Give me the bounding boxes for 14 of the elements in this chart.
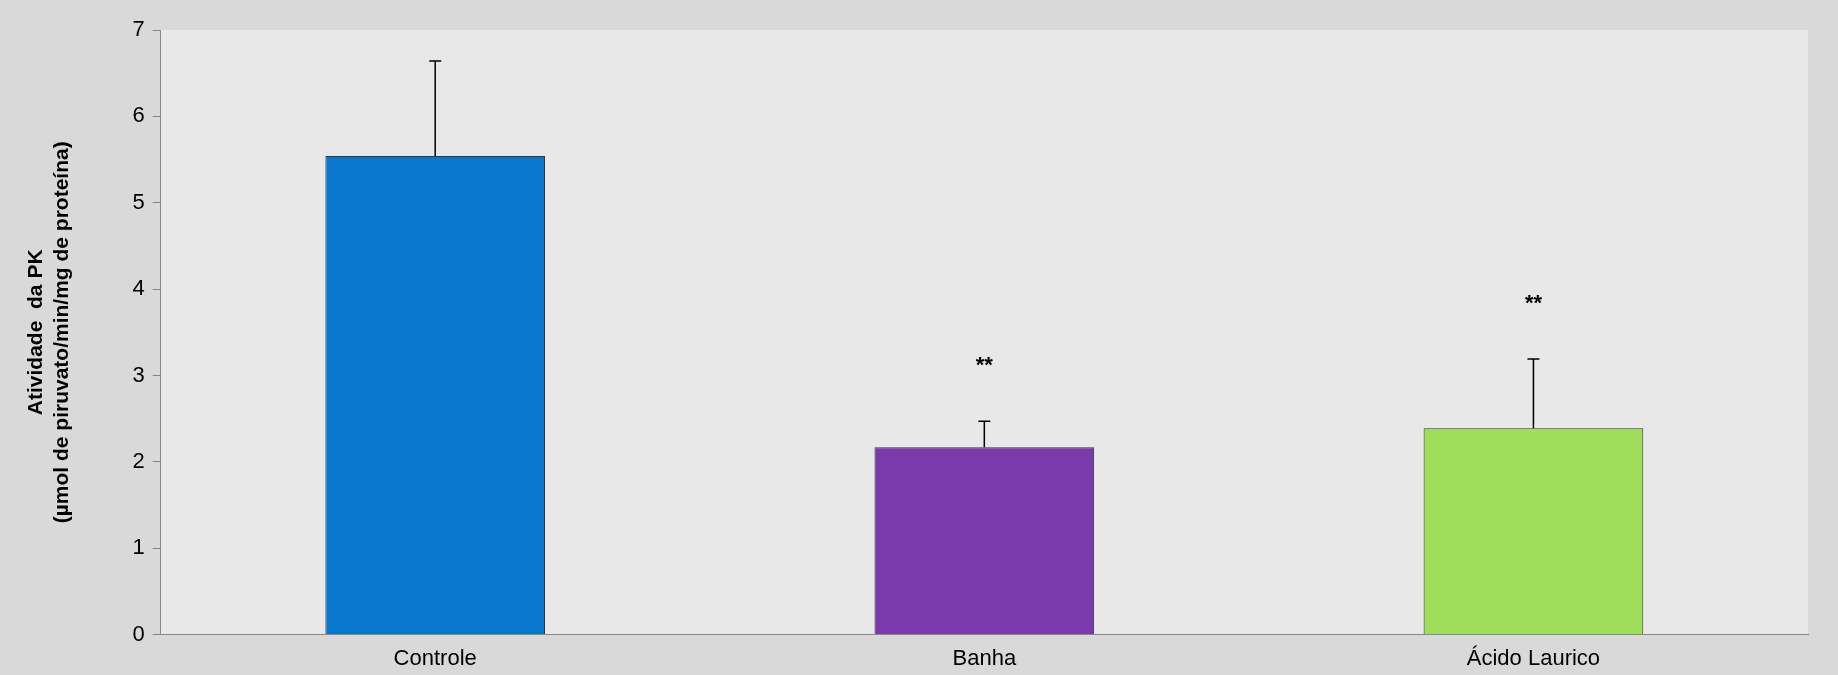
y-axis-title: Atividade da PK (µmol de piruvato/min/mg de proteína): [23, 141, 72, 524]
y-tick-label: 0: [132, 620, 145, 646]
x-tick-label: Banha: [952, 644, 1017, 670]
y-tick-label: 7: [132, 16, 145, 42]
y-tick-label: 2: [132, 447, 145, 473]
y-tick-label: 4: [132, 275, 145, 301]
annotation: **: [1524, 290, 1543, 316]
annotation: **: [975, 352, 994, 378]
y-tick-label: 5: [132, 188, 145, 214]
x-tick-label: Ácido Laurico: [1466, 644, 1601, 670]
y-tick-label: 1: [132, 534, 145, 560]
x-tick-label: Controle: [393, 644, 477, 670]
y-tick-label: 6: [132, 102, 145, 128]
y-tick-label: 3: [132, 361, 145, 387]
